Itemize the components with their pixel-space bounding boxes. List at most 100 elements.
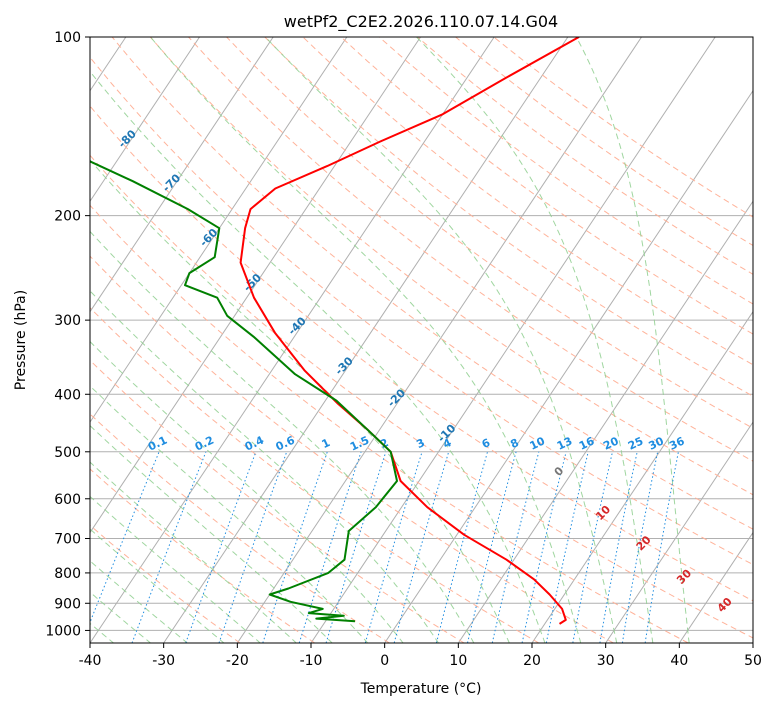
- x-tick-label: 50: [744, 653, 762, 669]
- mixing-ratio-line: [644, 451, 679, 643]
- x-axis-label: Temperature (°C): [360, 681, 482, 697]
- dry-adiabat-line: [90, 524, 241, 643]
- mixing-ratio-line: [185, 451, 257, 643]
- dry-adiabat-line: [378, 37, 753, 305]
- mixing-ratio-line: [599, 451, 638, 643]
- isotherm-line: [90, 37, 274, 313]
- moist-adiabat-line: [90, 159, 510, 643]
- moist-adiabat-label: 20: [634, 533, 654, 553]
- dry-adiabat-line: [264, 37, 753, 397]
- isotherm-line: [310, 37, 716, 643]
- y-tick-label: 1000: [45, 623, 81, 639]
- series-layer: [90, 37, 580, 625]
- dry-adiabat-label: -70: [160, 171, 183, 194]
- dry-adiabat-line: [188, 37, 753, 462]
- isotherm-line: [163, 37, 569, 643]
- temperature-line: [239, 37, 580, 625]
- mixing-ratio-line: [364, 451, 423, 643]
- mixing-ratio-line: [218, 451, 288, 643]
- moist-adiabat-line: [90, 560, 188, 643]
- mixing-ratio-label: 0.1: [146, 434, 169, 454]
- dry-adiabat-line: [90, 154, 753, 639]
- dry-adiabat-line: [111, 37, 753, 530]
- y-tick-label: 900: [54, 596, 81, 612]
- x-tick-label: 30: [597, 653, 615, 669]
- mixing-ratio-label: 10: [528, 434, 548, 452]
- dewpoint-line: [90, 160, 398, 623]
- y-tick-label: 400: [54, 387, 81, 403]
- dry-adiabat-line: [90, 468, 315, 643]
- isotherm-line: [678, 531, 753, 643]
- dry-adiabat-line: [226, 37, 753, 429]
- moist-adiabat-line: [90, 461, 297, 643]
- mixing-ratio-label: 0.6: [274, 433, 297, 453]
- mixing-ratio-label: 16: [577, 434, 597, 452]
- dry-adiabat-line: [90, 255, 614, 643]
- moist-adiabat-label: 40: [715, 595, 735, 615]
- mixing-ratio-line: [90, 451, 160, 624]
- mixing-ratio-line: [491, 451, 540, 643]
- mixing-ratio-line: [435, 451, 488, 643]
- dry-adiabat-line: [493, 37, 753, 218]
- dry-adiabat-line: [149, 37, 753, 496]
- y-tick-label: 200: [54, 209, 81, 225]
- moist-adiabat-line: [265, 37, 618, 643]
- mixing-ratio-label: 3: [414, 436, 426, 451]
- y-tick-label: 100: [54, 30, 81, 46]
- y-tick-label: 600: [54, 492, 81, 508]
- x-tick-label: -40: [79, 653, 102, 669]
- dry-adiabat-line: [90, 413, 390, 643]
- dry-adiabat-label: -40: [286, 314, 309, 337]
- x-tick-label: -10: [300, 653, 323, 669]
- moist-adiabat-line: [90, 230, 475, 643]
- mixing-ratio-line: [467, 451, 517, 643]
- dry-adiabat-line: [302, 37, 753, 366]
- x-tick-label: -30: [152, 653, 175, 669]
- mixing-ratio-label: 36: [667, 434, 687, 452]
- mixing-ratio-label: 0.2: [193, 434, 216, 454]
- x-tick-label: 20: [523, 653, 541, 669]
- moist-adiabat-line: [90, 290, 440, 643]
- isotherm-line: [457, 200, 753, 643]
- moist-adiabat-line: [90, 385, 369, 643]
- moist-adiabat-line: [416, 37, 654, 643]
- mixing-ratio-line: [572, 451, 613, 643]
- y-tick-label: 300: [54, 313, 81, 329]
- isotherm-line: [531, 310, 753, 643]
- x-tick-label: 0: [380, 653, 389, 669]
- moist-adiabat-line: [90, 591, 152, 643]
- dry-adiabat-label: -10: [435, 422, 458, 445]
- moist-adiabat-line: [90, 340, 404, 643]
- isotherm-line: [605, 421, 753, 643]
- moist-adiabat-line: [90, 495, 261, 643]
- mixing-ratio-label: 20: [601, 434, 621, 452]
- x-tick-label: -20: [226, 653, 249, 669]
- mixing-ratio-line: [521, 451, 567, 643]
- mixing-ratio-line: [131, 451, 207, 643]
- isotherm-line: [752, 642, 753, 643]
- mixing-ratio-label: 13: [555, 434, 574, 452]
- mixing-ratio-line: [262, 451, 328, 643]
- mixing-ratio-label: 1: [320, 436, 332, 451]
- dry-adiabat-label: -80: [116, 127, 139, 150]
- x-tick-label: 40: [670, 653, 688, 669]
- mixing-ratio-label: 8: [508, 436, 520, 451]
- mixing-ratio-label: 25: [626, 434, 645, 452]
- dry-adiabat-label: -30: [333, 354, 356, 377]
- dry-adiabat-label: -100: [19, 45, 48, 74]
- dry-adiabat-label: -90: [71, 84, 94, 107]
- y-tick-label: 500: [54, 445, 81, 461]
- axes: -40 -30 -20 -10 0 10 20 30 40 5010020030040050060…: [45, 30, 762, 669]
- dry-adiabat-label: -20: [385, 386, 408, 409]
- moist-adiabat-line: [90, 528, 225, 643]
- plot-frame: [89, 36, 754, 644]
- plot-area: 0.1 0.2 0.4 0.6 1 1.5 2 3 4 6 8 10 13 16 20 25 30 36-100-…: [19, 37, 753, 643]
- moist-adiabat-line: [90, 70, 546, 643]
- mixing-ratio-line: [393, 451, 450, 643]
- isotherm-line: [90, 37, 348, 424]
- isotherm-line: [90, 37, 200, 203]
- moist-adiabat-label: 0: [552, 464, 567, 479]
- moist-adiabat-line: [575, 37, 690, 643]
- dry-adiabat-line: [90, 307, 540, 643]
- y-tick-label: 700: [54, 532, 81, 548]
